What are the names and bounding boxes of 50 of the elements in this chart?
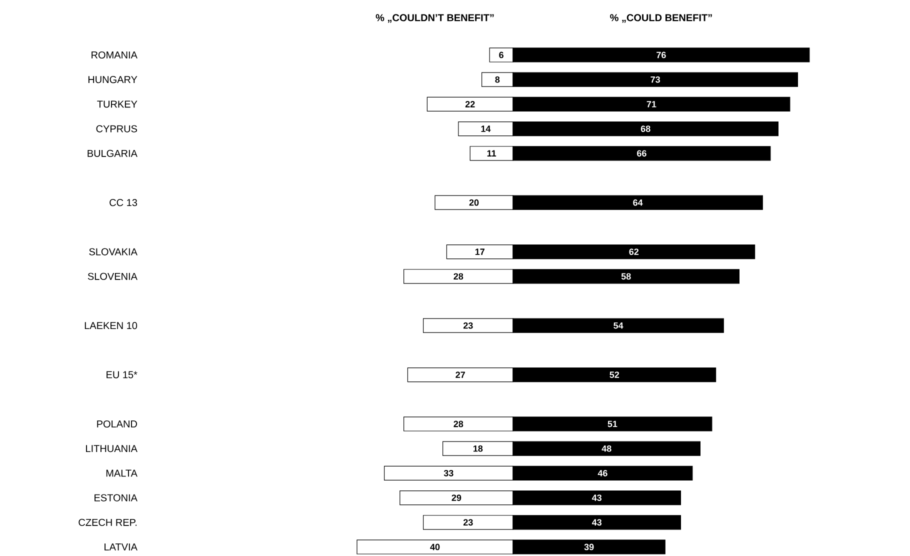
- data-label: 17: [475, 248, 484, 255]
- data-label: 76: [656, 52, 666, 58]
- y-tick-label: EU 15*: [106, 371, 138, 378]
- data-label: 14: [481, 126, 491, 132]
- y-tick-label: ESTONIA: [94, 494, 138, 502]
- y-tick-label: CYPRUS: [96, 125, 138, 132]
- y-tick-label: HUNGARY: [88, 76, 138, 84]
- y-tick-label: SLOVENIA: [88, 272, 138, 280]
- data-label: 66: [637, 150, 646, 157]
- chart-title: % „COULD BENEFIT”: [610, 14, 712, 23]
- y-tick-label: CZECH REP.: [78, 518, 137, 526]
- data-label: 62: [629, 248, 639, 255]
- y-tick-label: CC 13: [110, 199, 138, 206]
- y-tick-label: TURKEY: [97, 100, 138, 108]
- data-label: 33: [444, 470, 454, 476]
- y-tick-label: BULGARIA: [88, 150, 138, 157]
- data-label: 23: [463, 519, 473, 526]
- y-tick-label: POLAND: [97, 420, 137, 428]
- data-label: 64: [633, 199, 643, 206]
- data-label: 11: [487, 150, 496, 156]
- y-tick-label: LITHUANIA: [86, 445, 138, 452]
- data-label: 40: [430, 544, 440, 550]
- data-label: 48: [602, 445, 612, 452]
- data-label: 28: [454, 273, 464, 280]
- data-label: 23: [463, 322, 473, 329]
- data-label: 43: [592, 494, 602, 501]
- data-label: 29: [452, 494, 462, 501]
- data-label: 58: [621, 273, 631, 280]
- data-label: 8: [495, 76, 500, 83]
- data-label: 43: [592, 519, 602, 526]
- chart-title: % „COULDN’T BENEFIT”: [376, 14, 494, 23]
- data-label: 22: [465, 101, 475, 108]
- data-label: 51: [608, 420, 618, 428]
- y-tick-label: SLOVAKIA: [89, 248, 138, 256]
- data-label: 20: [469, 199, 479, 206]
- data-label: 27: [456, 372, 465, 378]
- data-label: 6: [499, 52, 504, 58]
- data-label: 71: [646, 101, 656, 108]
- data-label: 46: [598, 470, 608, 476]
- data-label: 28: [454, 420, 464, 428]
- y-tick-label: LATVIA: [104, 544, 138, 550]
- y-tick-label: ROMANIA: [92, 51, 138, 59]
- data-label: 68: [640, 126, 650, 132]
- data-label: 52: [610, 372, 620, 378]
- y-tick-label: MALTA: [106, 470, 138, 477]
- data-label: 73: [650, 76, 660, 83]
- y-tick-label: LAEKEN 10: [84, 322, 138, 330]
- data-label: 18: [473, 445, 483, 452]
- data-label: 39: [584, 544, 594, 550]
- data-label: 54: [614, 322, 624, 329]
